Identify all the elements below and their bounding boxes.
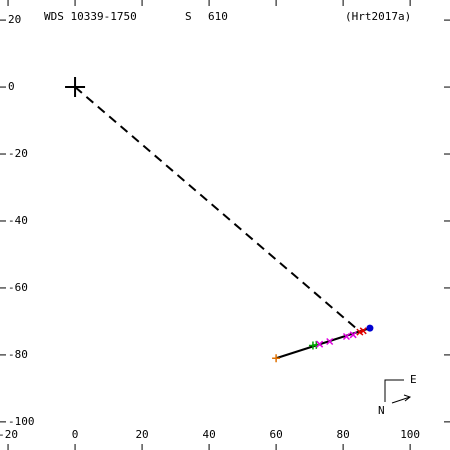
chart-title: WDS 10339-1750 bbox=[44, 10, 137, 23]
x-tick-label: 60 bbox=[269, 428, 282, 441]
point bbox=[366, 324, 374, 332]
point bbox=[342, 332, 350, 341]
reference: (Hrt2017a) bbox=[345, 10, 411, 23]
compass-axes bbox=[384, 379, 404, 402]
x-tick-label: 80 bbox=[336, 428, 349, 441]
x-tick-label: 20 bbox=[135, 428, 148, 441]
y-tick-label: -60 bbox=[8, 281, 28, 294]
point bbox=[349, 331, 357, 339]
y-tick-label: 0 bbox=[8, 80, 15, 93]
dashed-line bbox=[74, 86, 361, 333]
label-s: S bbox=[185, 10, 192, 23]
point bbox=[272, 354, 281, 363]
y-tick-label: -100 bbox=[8, 415, 35, 428]
compass bbox=[384, 379, 412, 404]
compass-e: E bbox=[410, 373, 417, 386]
y-tick-label: -40 bbox=[8, 214, 28, 227]
label-num: 610 bbox=[208, 10, 228, 23]
primary-star bbox=[65, 77, 86, 98]
x-tick-label: 100 bbox=[400, 428, 420, 441]
compass-arrow bbox=[391, 396, 411, 404]
y-tick-label: -20 bbox=[8, 147, 28, 160]
y-tick-label: 20 bbox=[8, 13, 21, 26]
y-tick-label: -80 bbox=[8, 348, 28, 361]
compass-n: N bbox=[378, 404, 385, 417]
x-tick-label: 40 bbox=[202, 428, 215, 441]
point bbox=[316, 340, 324, 348]
point bbox=[326, 337, 334, 346]
x-tick-label: 0 bbox=[72, 428, 79, 441]
point bbox=[359, 327, 367, 335]
x-tick-label: -20 bbox=[0, 428, 18, 441]
compass-arrowhead bbox=[403, 394, 412, 402]
